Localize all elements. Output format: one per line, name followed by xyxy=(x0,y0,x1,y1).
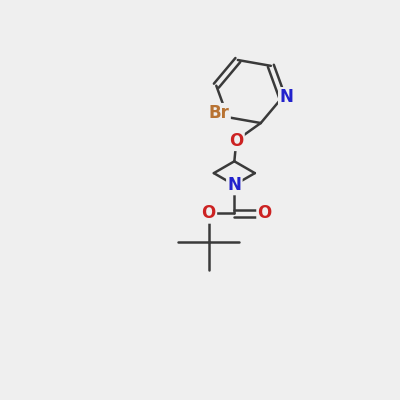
Text: N: N xyxy=(228,176,241,194)
Text: O: O xyxy=(229,132,244,150)
Text: O: O xyxy=(258,204,272,222)
Text: N: N xyxy=(279,88,293,106)
Text: Br: Br xyxy=(209,104,230,122)
Text: O: O xyxy=(202,204,216,222)
